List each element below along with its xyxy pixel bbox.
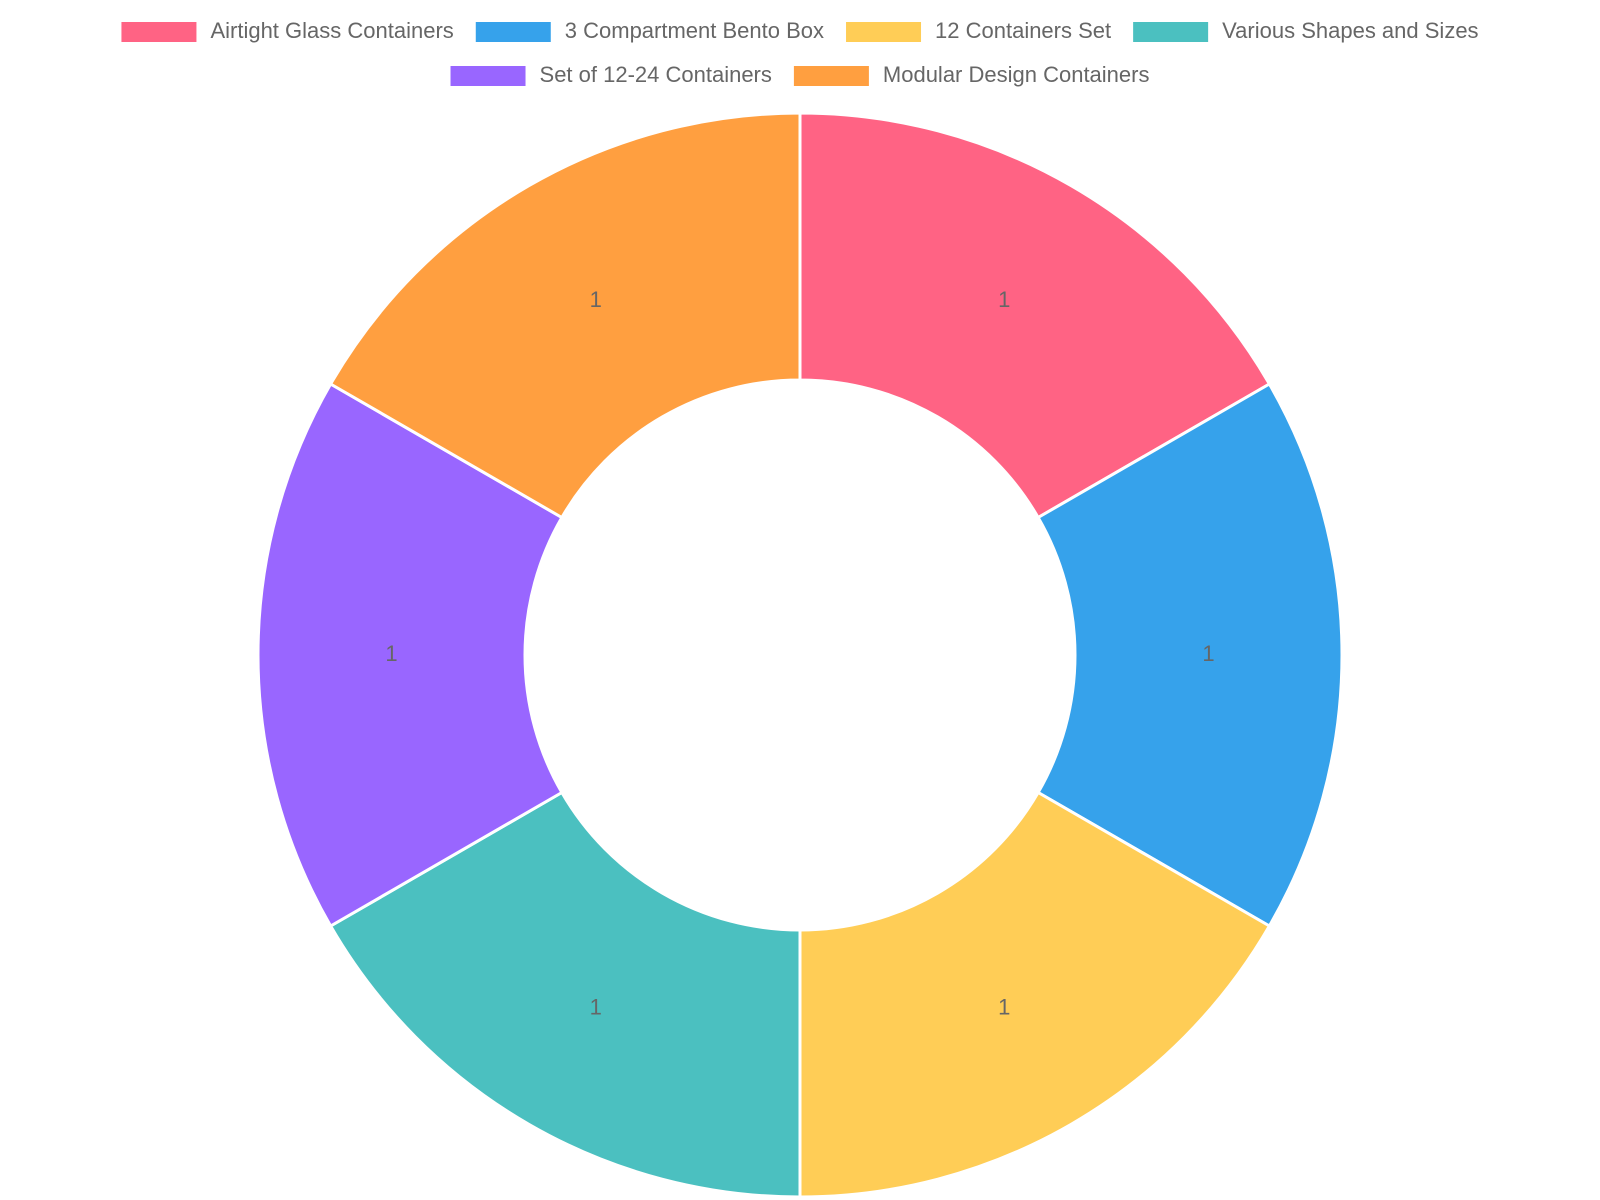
legend-item: Modular Design Containers <box>793 62 1150 87</box>
slice <box>328 790 802 1199</box>
legend-item: 3 Compartment Bento Box <box>475 18 824 43</box>
legend-swatch <box>1133 22 1209 42</box>
data-label: 1 <box>998 287 1010 312</box>
legend-item: Various Shapes and Sizes <box>1133 18 1479 43</box>
legend-label: Airtight Glass Containers <box>210 18 453 43</box>
legend-swatch <box>475 22 551 42</box>
data-label: 1 <box>998 995 1010 1020</box>
legend-label: Modular Design Containers <box>883 62 1150 87</box>
legend-item: Airtight Glass Containers <box>121 18 454 43</box>
legend-swatch <box>450 66 526 86</box>
legend-swatch <box>121 22 197 42</box>
data-label: 1 <box>1202 641 1214 666</box>
data-label: 1 <box>590 287 602 312</box>
legend-swatch <box>793 66 869 86</box>
slice <box>798 111 1272 520</box>
legend-label: Various Shapes and Sizes <box>1222 18 1478 43</box>
data-label: 1 <box>590 995 602 1020</box>
slice <box>798 790 1272 1199</box>
legend-swatch <box>846 22 922 42</box>
legend-label: 3 Compartment Bento Box <box>565 18 824 43</box>
legend-label: 12 Containers Set <box>935 18 1111 43</box>
legend-item: 12 Containers Set <box>846 18 1111 43</box>
data-label: 1 <box>385 641 397 666</box>
slice <box>1036 381 1344 929</box>
legend-label: Set of 12-24 Containers <box>540 62 772 87</box>
slice <box>256 381 564 929</box>
slice <box>328 111 802 520</box>
legend-item: Set of 12-24 Containers <box>450 62 772 87</box>
